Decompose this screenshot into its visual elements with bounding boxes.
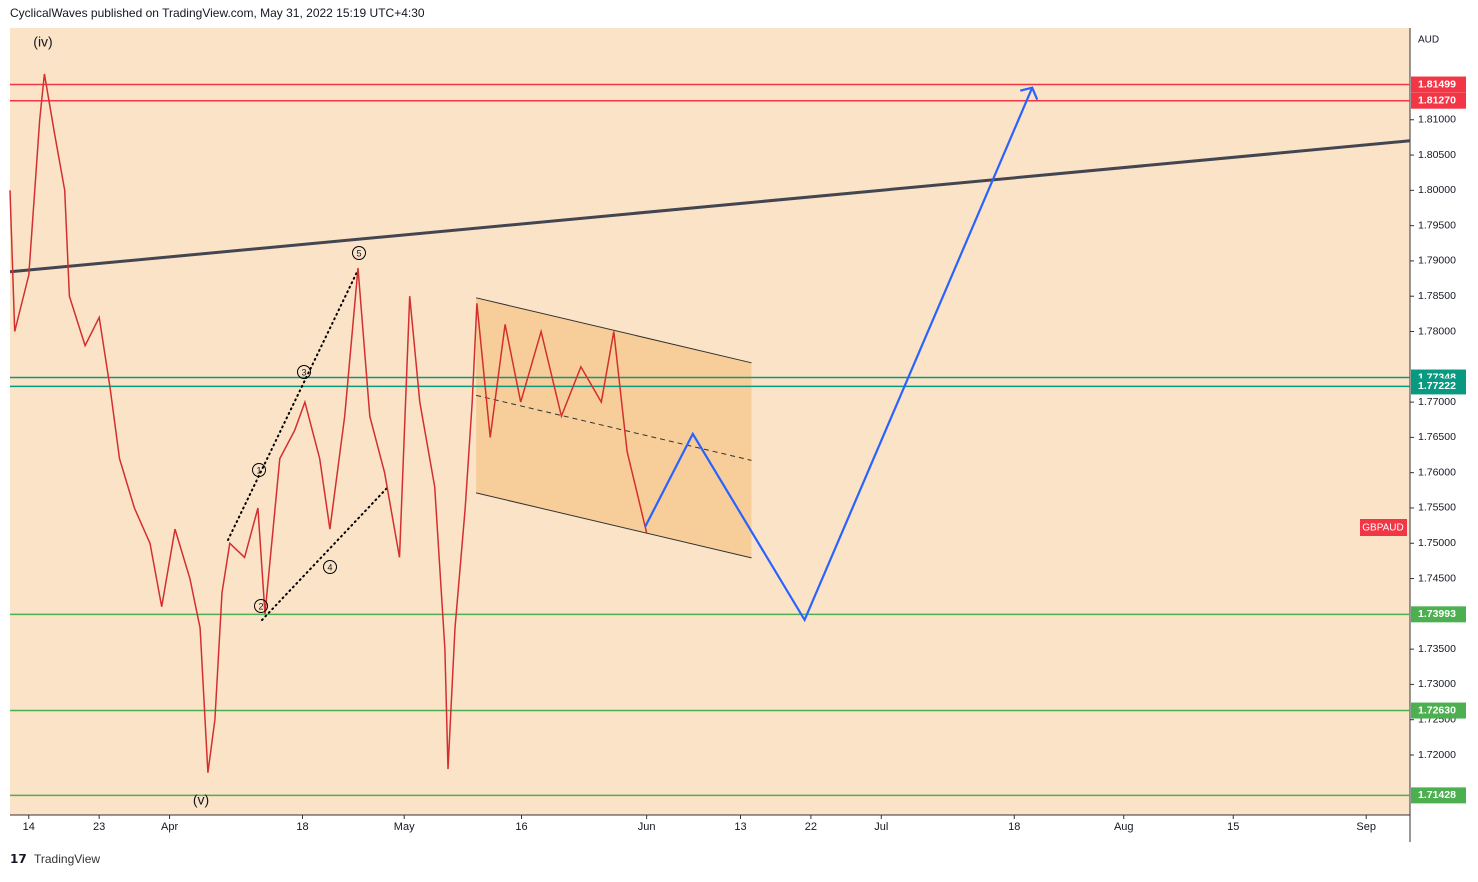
wave-label: (v) bbox=[193, 792, 209, 808]
y-tick-label: 1.75500 bbox=[1418, 502, 1456, 514]
y-tick-label: 1.80000 bbox=[1418, 184, 1456, 196]
x-tick-label: 13 bbox=[734, 821, 746, 833]
wave-label: 1 bbox=[256, 465, 261, 475]
level-label: 1.81499 bbox=[1418, 78, 1456, 90]
wave-circle bbox=[297, 365, 311, 379]
y-tick-label: 1.76000 bbox=[1418, 466, 1456, 478]
level-box bbox=[1411, 92, 1466, 109]
y-tick-label: 1.80500 bbox=[1418, 149, 1456, 161]
x-tick-label: 18 bbox=[296, 821, 308, 833]
level-label: 1.71428 bbox=[1418, 789, 1456, 801]
wave-label: 5 bbox=[356, 248, 361, 258]
y-tick-label: 1.79000 bbox=[1418, 255, 1456, 267]
y-tick-label: 1.79500 bbox=[1418, 219, 1456, 231]
header: CyclicalWaves published on TradingView.c… bbox=[10, 6, 425, 20]
level-box bbox=[1411, 378, 1466, 395]
level-label: 1.72630 bbox=[1418, 704, 1456, 716]
level-label: 1.77222 bbox=[1418, 380, 1456, 392]
channel-midline bbox=[476, 394, 752, 461]
price-line bbox=[9, 73, 648, 773]
level-box bbox=[1411, 787, 1466, 804]
x-tick-label: Jul bbox=[874, 821, 888, 833]
y-tick-label: 1.76500 bbox=[1418, 431, 1456, 443]
x-tick-label: 14 bbox=[23, 821, 35, 833]
footer: TradingView bbox=[34, 852, 100, 866]
level-label: 1.81270 bbox=[1418, 94, 1456, 106]
level-box bbox=[1411, 76, 1466, 93]
wave-circle bbox=[252, 463, 266, 477]
wave-dotted-line bbox=[227, 269, 359, 541]
symbol-box bbox=[1360, 519, 1407, 536]
level-label: 1.73993 bbox=[1418, 608, 1456, 620]
y-tick-label: 1.78500 bbox=[1418, 290, 1456, 302]
channel-upper bbox=[475, 297, 752, 364]
y-tick-label: 1.73000 bbox=[1418, 678, 1456, 690]
y-tick-label: 1.73500 bbox=[1418, 643, 1456, 655]
wave-label: 3 bbox=[301, 367, 306, 377]
x-tick-label: Aug bbox=[1114, 821, 1134, 833]
level-box bbox=[1411, 702, 1466, 719]
y-tick-label: 1.81000 bbox=[1418, 114, 1456, 126]
x-tick-label: Jun bbox=[638, 821, 656, 833]
trendline bbox=[9, 139, 1411, 274]
wave-label: (iv) bbox=[33, 34, 52, 50]
x-tick-label: Sep bbox=[1356, 821, 1376, 833]
currency: AUD bbox=[1418, 35, 1439, 46]
wave-circle bbox=[352, 246, 366, 260]
x-tick-label: Apr bbox=[161, 821, 178, 833]
wave-label: 2 bbox=[258, 601, 263, 611]
y-tick-label: 1.74500 bbox=[1418, 572, 1456, 584]
x-tick-label: 18 bbox=[1008, 821, 1020, 833]
channel-fill bbox=[476, 297, 752, 558]
projection-arrowhead bbox=[1019, 86, 1039, 101]
y-tick-label: 1.77000 bbox=[1418, 396, 1456, 408]
x-tick-label: 15 bbox=[1227, 821, 1239, 833]
x-tick-label: 16 bbox=[515, 821, 527, 833]
symbol-label: GBPAUD bbox=[1362, 523, 1404, 534]
level-box bbox=[1411, 606, 1466, 623]
y-tick-label: 1.72000 bbox=[1418, 749, 1456, 761]
logo-mark: 𝟭𝟳 bbox=[10, 852, 27, 866]
x-tick-label: 23 bbox=[93, 821, 105, 833]
y-tick-label: 1.75000 bbox=[1418, 537, 1456, 549]
wave-circle bbox=[323, 560, 337, 574]
projection bbox=[644, 87, 1034, 623]
channel-lower bbox=[475, 492, 752, 559]
wave-label: 4 bbox=[327, 562, 332, 572]
y-tick-label: 1.78000 bbox=[1418, 325, 1456, 337]
wave-circle bbox=[254, 599, 268, 613]
x-tick-label: 22 bbox=[805, 821, 817, 833]
wave-dotted-line bbox=[261, 486, 389, 621]
x-tick-label: May bbox=[394, 821, 415, 833]
